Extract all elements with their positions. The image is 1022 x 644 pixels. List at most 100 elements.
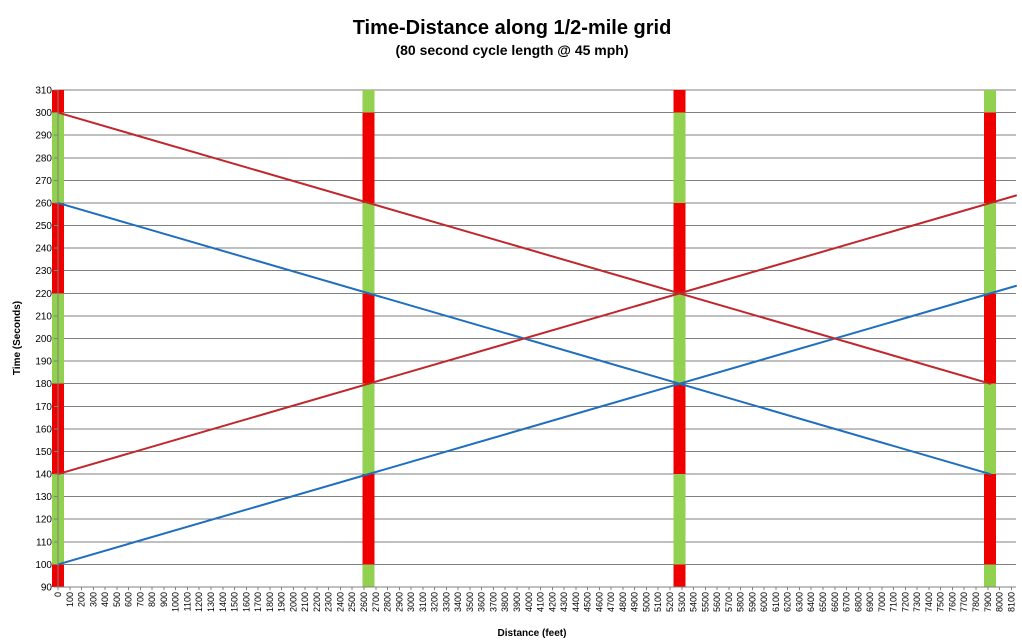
x-tick-label-3700: 3700 — [488, 592, 498, 612]
x-tick-label-1100: 1100 — [182, 592, 192, 611]
x-tick-label-2400: 2400 — [335, 592, 345, 612]
signal-2640-red-100-140 — [362, 474, 375, 565]
series-line-3 — [57, 194, 1017, 476]
x-tick-label-3500: 3500 — [465, 592, 475, 612]
x-tick-label-7100: 7100 — [889, 592, 899, 612]
x-tick-label-7000: 7000 — [877, 592, 887, 612]
x-tick-label-5400: 5400 — [689, 592, 699, 612]
y-tick-label-120: 120 — [35, 515, 52, 526]
y-tick-label-260: 260 — [35, 198, 52, 209]
y-axis-label: Time (Seconds) — [12, 301, 23, 375]
signal-5280-red-90-100 — [673, 564, 686, 587]
signal-7920-red-100-140 — [984, 474, 997, 565]
x-tick-label-700: 700 — [135, 592, 145, 607]
signal-2640-green-140-180 — [362, 383, 375, 475]
y-tick-label-150: 150 — [35, 447, 52, 458]
x-tick-label-2000: 2000 — [288, 592, 298, 612]
x-tick-label-5800: 5800 — [736, 592, 746, 612]
x-tick-label-3900: 3900 — [512, 592, 522, 612]
x-tick-label-2600: 2600 — [359, 592, 369, 612]
x-tick-label-3000: 3000 — [406, 592, 416, 612]
x-tick-label-4700: 4700 — [606, 592, 616, 612]
y-tick-label-220: 220 — [35, 289, 52, 300]
x-tick-label-5700: 5700 — [724, 592, 734, 612]
x-tick-label-7600: 7600 — [947, 592, 957, 612]
x-tick-label-4400: 4400 — [571, 592, 581, 612]
x-tick-label-5000: 5000 — [641, 592, 651, 612]
x-tick-labels: 0 100 200 300 400 500 600 700 800 900 1000 1100 1200… — [53, 592, 1016, 612]
x-tick-label-300: 300 — [88, 592, 98, 607]
y-tick-label-310: 310 — [35, 86, 52, 97]
x-tick-label-8100: 8100 — [1006, 592, 1016, 612]
x-tick-label-2300: 2300 — [324, 592, 334, 612]
series-line-4 — [57, 111, 992, 385]
x-tick-label-1500: 1500 — [230, 592, 240, 612]
y-tick-label-130: 130 — [35, 492, 52, 503]
x-tick-label-7800: 7800 — [971, 592, 981, 612]
signal-7920-green-300-310 — [984, 90, 997, 113]
signal-5280-red-300-310 — [673, 90, 686, 113]
y-tick-labels: 90 100 110 120 130 140 150 160 170 180 190 200 210 22… — [35, 86, 52, 594]
x-tick-label-4200: 4200 — [547, 592, 557, 612]
y-tick-label-90: 90 — [41, 583, 53, 594]
x-tick-label-0: 0 — [53, 592, 63, 597]
x-tick-label-4100: 4100 — [536, 592, 546, 612]
x-tick-label-4300: 4300 — [559, 592, 569, 612]
x-tick-label-2900: 2900 — [394, 592, 404, 612]
y-tick-label-140: 140 — [35, 470, 52, 481]
x-tick-label-6900: 6900 — [865, 592, 875, 612]
signal-5280-red-140-180 — [673, 383, 686, 475]
x-tick-label-400: 400 — [100, 592, 110, 607]
x-tick-label-8000: 8000 — [995, 592, 1005, 612]
signal-7920-red-260-300 — [984, 112, 997, 203]
x-tick-label-1400: 1400 — [218, 592, 228, 612]
signal-2640-red-260-300 — [362, 112, 375, 203]
x-tick-label-3300: 3300 — [441, 592, 451, 612]
x-tick-label-6600: 6600 — [830, 592, 840, 612]
x-tick-label-600: 600 — [124, 592, 134, 607]
y-tick-label-180: 180 — [35, 379, 52, 390]
x-tick-label-6200: 6200 — [783, 592, 793, 612]
y-tick-label-200: 200 — [35, 334, 52, 345]
x-tick-label-2500: 2500 — [347, 592, 357, 612]
y-tick-label-190: 190 — [35, 357, 52, 368]
x-tick-label-7300: 7300 — [912, 592, 922, 612]
x-tick-label-3600: 3600 — [477, 592, 487, 612]
y-tick-label-210: 210 — [35, 311, 52, 322]
y-tick-label-270: 270 — [35, 176, 52, 187]
y-tick-label-280: 280 — [35, 153, 52, 164]
x-tick-label-1600: 1600 — [241, 592, 251, 612]
y-tick-label-110: 110 — [36, 537, 52, 548]
x-tick-label-6300: 6300 — [794, 592, 804, 612]
signal-7920-red-180-220 — [984, 293, 997, 384]
y-tick-label-170: 170 — [35, 402, 52, 413]
x-tick-label-4800: 4800 — [618, 592, 628, 612]
x-tick-label-7200: 7200 — [900, 592, 910, 612]
signal-7920-green-140-180 — [984, 383, 997, 475]
signal-2640-green-90-100 — [362, 564, 375, 587]
x-tick-label-4000: 4000 — [524, 592, 534, 612]
x-tick-label-800: 800 — [147, 592, 157, 607]
signal-5280-green-260-300 — [673, 112, 686, 203]
x-tick-label-5300: 5300 — [677, 592, 687, 612]
y-tick-label-160: 160 — [35, 424, 52, 435]
x-tick-label-3200: 3200 — [430, 592, 440, 612]
signal-2640-red-180-220 — [362, 293, 375, 384]
series-lines — [57, 111, 1017, 566]
x-tick-label-1300: 1300 — [206, 592, 216, 612]
x-tick-label-1800: 1800 — [265, 592, 275, 612]
signal-5280-green-100-140 — [673, 474, 686, 565]
x-tick-label-900: 900 — [159, 592, 169, 607]
signal-7920-green-220-260 — [984, 202, 997, 294]
x-tick-label-100: 100 — [65, 592, 75, 607]
x-tick-label-500: 500 — [112, 592, 122, 607]
y-tick-label-100: 100 — [35, 560, 52, 571]
chart-subtitle: (80 second cycle length @ 45 mph) — [395, 42, 628, 58]
y-tick-label-240: 240 — [35, 244, 52, 255]
x-tick-label-5500: 5500 — [700, 592, 710, 612]
x-tick-label-4900: 4900 — [630, 592, 640, 612]
x-tick-label-200: 200 — [77, 592, 87, 607]
x-tick-label-7900: 7900 — [983, 592, 993, 612]
x-tick-label-3400: 3400 — [453, 592, 463, 612]
y-tick-label-230: 230 — [35, 266, 52, 277]
